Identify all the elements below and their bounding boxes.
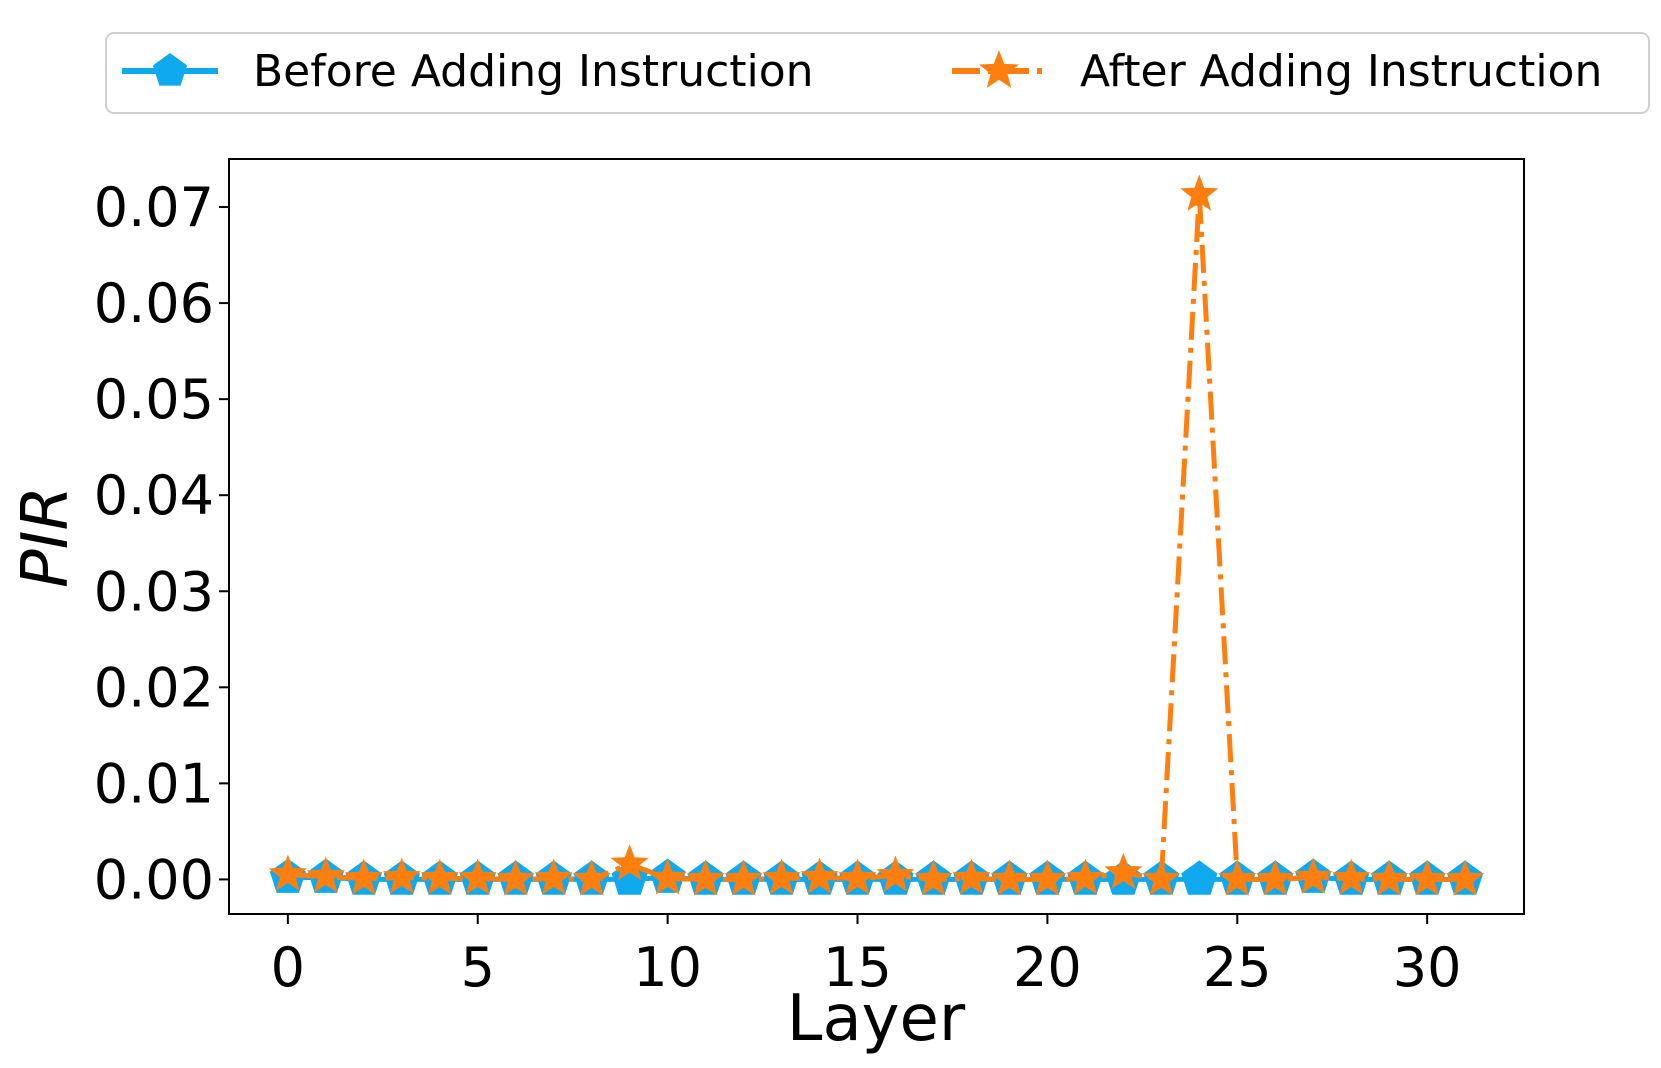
x-axis-label: Layer xyxy=(787,982,966,1056)
after-point xyxy=(306,856,345,893)
legend-marker-after xyxy=(979,50,1019,88)
y-tick-label: 0.05 xyxy=(94,368,214,431)
plot-frame xyxy=(228,158,1525,915)
after-point xyxy=(572,859,611,896)
y-tick-label: 0.06 xyxy=(94,272,214,335)
after-point xyxy=(1370,859,1409,896)
after-point xyxy=(800,857,839,894)
x-tick-label: 0 xyxy=(271,936,305,999)
after-point xyxy=(268,854,307,891)
after-point xyxy=(1294,857,1333,894)
legend-entry-after: After Adding Instruction xyxy=(952,46,1602,97)
x-axis: 0 5 10 15 20 25 30 xyxy=(271,914,1462,999)
after-point xyxy=(648,858,687,895)
x-tick-label: 30 xyxy=(1393,936,1462,999)
after-point xyxy=(838,858,877,895)
after-point xyxy=(952,858,991,895)
after-point xyxy=(1066,858,1105,895)
y-tick-label: 0.07 xyxy=(94,176,214,239)
legend-marker-before xyxy=(152,53,188,86)
x-tick-label: 15 xyxy=(823,936,892,999)
y-tick-label: 0.04 xyxy=(94,464,214,527)
after-point xyxy=(724,859,763,896)
x-tick-label: 10 xyxy=(633,936,702,999)
legend: Before Adding Instruction After Adding I… xyxy=(105,32,1650,114)
series-layer xyxy=(268,174,1485,896)
series-line-after xyxy=(287,192,1466,882)
legend-entry-before: Before Adding Instruction xyxy=(122,46,814,97)
legend-label-before: Before Adding Instruction xyxy=(253,46,814,97)
after-point xyxy=(686,859,725,896)
x-tick-label: 5 xyxy=(461,936,495,999)
plot-area xyxy=(228,158,1525,915)
after-point xyxy=(1332,858,1371,895)
after-point xyxy=(496,859,535,896)
after-point xyxy=(344,858,383,895)
after-point xyxy=(458,858,497,895)
after-point xyxy=(1104,852,1143,889)
y-tick-label: 0.02 xyxy=(94,656,214,719)
after-point xyxy=(1218,859,1257,896)
after-point xyxy=(1446,859,1485,896)
legend-label-after: After Adding Instruction xyxy=(1080,46,1602,97)
after-point xyxy=(420,858,459,895)
after-point xyxy=(610,844,649,881)
after-point xyxy=(1408,859,1447,896)
y-tick-label: 0.00 xyxy=(94,848,214,911)
after-point xyxy=(876,855,915,892)
before-point xyxy=(1181,860,1218,895)
after-point xyxy=(990,859,1029,896)
legend-frame xyxy=(105,32,1650,114)
y-axis-label: PIR xyxy=(9,486,83,588)
x-tick-label: 20 xyxy=(1013,936,1082,999)
after-point xyxy=(1256,859,1295,896)
after-point xyxy=(762,858,801,895)
after-point xyxy=(1142,859,1181,896)
after-point xyxy=(382,857,421,894)
y-tick-label: 0.03 xyxy=(94,560,214,623)
x-tick-label: 25 xyxy=(1203,936,1272,999)
y-tick-label: 0.01 xyxy=(94,752,214,815)
after-point xyxy=(914,859,953,896)
after-point xyxy=(1180,174,1219,211)
y-axis: 0.00 0.01 0.02 0.03 0.04 0.05 0.06 0.07 xyxy=(94,176,229,911)
after-point xyxy=(534,858,573,895)
after-point xyxy=(1028,859,1067,896)
